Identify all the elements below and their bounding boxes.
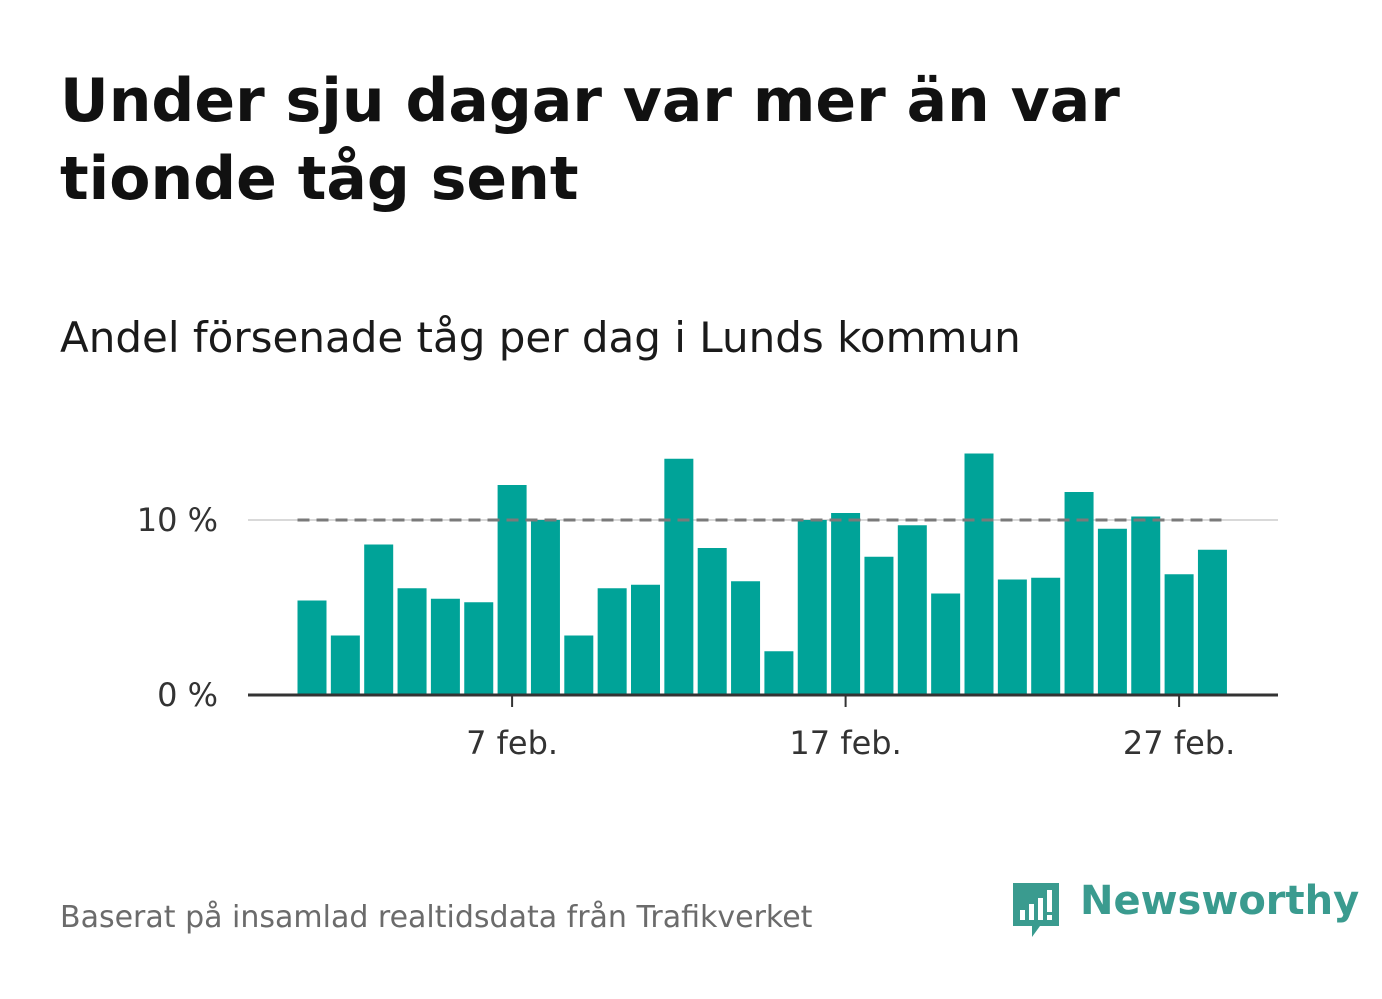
x-tick-label: 27 feb.: [1123, 724, 1235, 762]
bar: [497, 485, 527, 695]
bar: [1064, 492, 1094, 695]
bar: [631, 584, 660, 695]
bar: [797, 520, 827, 695]
bar: [764, 651, 794, 695]
bar: [564, 635, 594, 695]
bar: [731, 581, 761, 695]
chart-title: Under sju dagar var mer än var tionde tå…: [60, 66, 1120, 214]
bar: [364, 544, 394, 695]
bar: [464, 602, 494, 695]
y-tick-label: 10 %: [137, 501, 218, 539]
bar: [664, 458, 694, 695]
x-tick-label: 17 feb.: [789, 724, 901, 762]
bar: [997, 579, 1027, 695]
bar: [1131, 516, 1161, 695]
bar: [964, 453, 994, 695]
bar: [1197, 549, 1227, 695]
bar: [897, 525, 927, 695]
bar: [864, 556, 894, 695]
bar: [831, 513, 861, 695]
bar: [697, 548, 727, 695]
bar: [430, 598, 460, 695]
bar: [1031, 577, 1061, 695]
chart-subtitle: Andel försenade tåg per dag i Lunds komm…: [60, 313, 1021, 362]
y-tick-label: 0 %: [157, 676, 218, 714]
bar: [397, 588, 427, 695]
x-tick-label: 7 feb.: [466, 724, 558, 762]
bar: [330, 635, 360, 695]
source-note: Baserat på insamlad realtidsdata från Tr…: [60, 900, 813, 935]
bar: [297, 600, 327, 695]
bar: [1164, 574, 1194, 695]
newsworthy-chat-bars-icon: [1013, 883, 1059, 937]
brand-name: Newsworthy: [1080, 878, 1360, 924]
bar: [931, 593, 961, 695]
bar: [530, 520, 560, 695]
bar: [1097, 528, 1127, 695]
bar: [597, 588, 627, 695]
